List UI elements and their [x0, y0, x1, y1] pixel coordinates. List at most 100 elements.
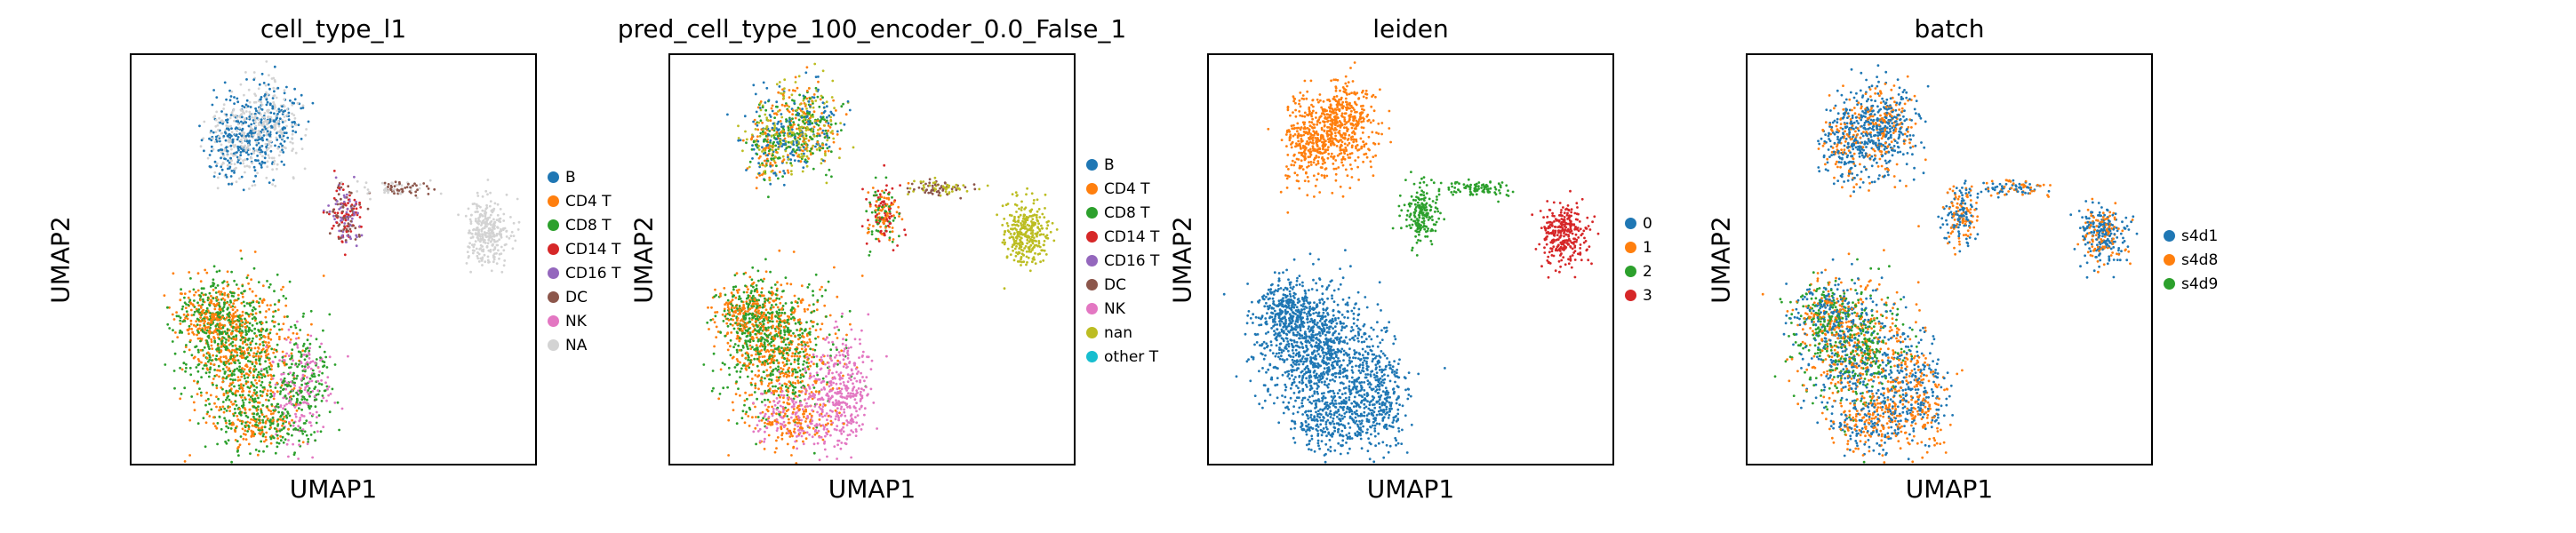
scatter-point	[292, 359, 294, 362]
scatter-point	[230, 111, 234, 115]
scatter-point	[922, 184, 925, 187]
scatter-point	[219, 293, 222, 296]
scatter-point	[231, 340, 235, 344]
scatter-point	[773, 347, 777, 350]
scatter-point	[919, 180, 923, 183]
scatter-point	[754, 128, 757, 131]
scatter-point	[227, 139, 230, 143]
scatter-point	[218, 409, 220, 412]
scatter-point	[752, 147, 756, 151]
scatter-point	[1044, 193, 1047, 196]
scatter-point	[875, 200, 878, 203]
scatter-point	[874, 209, 877, 212]
scatter-point	[477, 238, 480, 242]
scatter-point	[770, 381, 773, 385]
scatter-point	[1013, 215, 1016, 219]
scatter-point	[885, 203, 889, 206]
scatter-point	[235, 166, 237, 170]
scatter-point	[185, 310, 188, 313]
scatter-point	[1024, 244, 1028, 248]
scatter-point	[1025, 193, 1028, 196]
scatter-point	[231, 402, 235, 406]
scatter-point	[351, 213, 354, 217]
scatter-point	[252, 266, 256, 270]
scatter-point	[327, 204, 330, 207]
scatter-point	[1015, 235, 1019, 238]
scatter-point	[964, 186, 967, 189]
scatter-point	[269, 410, 273, 413]
scatter-point	[745, 368, 748, 371]
scatter-point	[825, 100, 828, 104]
scatter-point	[801, 155, 804, 159]
scatter-point	[255, 109, 258, 113]
scatter-point	[277, 322, 280, 326]
scatter-point	[272, 394, 276, 398]
scatter-point	[198, 323, 202, 327]
scatter-point	[764, 389, 767, 393]
scatter-point	[234, 354, 236, 358]
scatter-point	[221, 297, 225, 300]
scatter-point	[237, 156, 241, 160]
scatter-point	[244, 357, 248, 361]
scatter-point	[791, 109, 795, 112]
scatter-point	[787, 140, 790, 144]
scatter-point	[726, 324, 730, 328]
scatter-point	[796, 379, 800, 382]
scatter-point	[260, 440, 263, 443]
scatter-point	[799, 160, 803, 163]
scatter-point	[287, 111, 291, 115]
scatter-point	[347, 354, 349, 358]
scatter-point	[183, 301, 187, 305]
scatter-point	[792, 143, 796, 147]
scatter-point	[752, 120, 755, 123]
scatter-point	[270, 156, 274, 160]
scatter-point	[928, 184, 932, 187]
scatter-point	[241, 427, 244, 431]
scatter-point	[245, 147, 249, 149]
x-axis-label: UMAP1	[289, 474, 378, 504]
scatter-point	[880, 216, 884, 219]
scatter-point	[181, 320, 185, 323]
scatter-point	[305, 347, 308, 351]
scatter-point	[787, 109, 789, 112]
scatter-point	[468, 242, 471, 245]
scatter-point	[293, 116, 297, 120]
scatter-point	[231, 421, 235, 425]
scatter-point	[898, 212, 901, 216]
scatter-point	[812, 325, 814, 328]
scatter-point	[798, 128, 801, 131]
scatter-point	[836, 130, 839, 133]
scatter-point	[244, 380, 248, 383]
scatter-point	[908, 190, 910, 194]
scatter-point	[260, 100, 263, 104]
scatter-point	[806, 127, 810, 131]
scatter-point	[262, 415, 266, 418]
scatter-point	[288, 280, 292, 283]
scatter-point	[252, 179, 256, 183]
scatter-point	[761, 121, 764, 124]
scatter-point	[221, 315, 225, 319]
scatter-point	[244, 377, 246, 380]
scatter-point	[278, 338, 281, 341]
scatter-point	[240, 175, 244, 179]
scatter-point	[247, 374, 251, 377]
scatter-point	[1045, 227, 1049, 230]
legend-item: NK	[548, 309, 620, 333]
scatter-point	[1031, 231, 1034, 235]
scatter-point	[260, 123, 264, 127]
scatter-point	[201, 367, 204, 370]
scatter-point	[791, 89, 795, 92]
scatter-point	[206, 296, 210, 299]
scatter-point	[232, 338, 236, 341]
scatter-point	[825, 181, 828, 185]
scatter-point	[350, 217, 354, 220]
scatter-point	[202, 137, 205, 140]
scatter-point	[284, 304, 288, 307]
scatter-point	[322, 396, 325, 400]
scatter-point	[320, 342, 323, 346]
scatter-point	[245, 372, 249, 376]
scatter-point	[818, 105, 821, 108]
scatter-point	[782, 290, 785, 292]
scatter-point	[233, 146, 236, 148]
scatter-point	[812, 309, 816, 313]
